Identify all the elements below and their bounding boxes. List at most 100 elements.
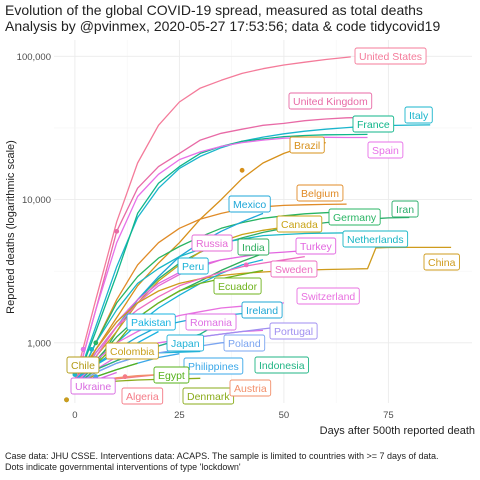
label-ireland: Ireland	[241, 301, 283, 319]
label-colombia: Colombia	[105, 342, 159, 360]
label-egypt: Egypt	[153, 366, 190, 384]
label-text: Algeria	[126, 391, 159, 403]
chart-caption: Case data: JHU CSSE. Interventions data:…	[5, 451, 439, 473]
label-russia: Russia	[191, 234, 233, 252]
label-switzerland: Switzerland	[296, 287, 360, 305]
label-text: Pakistan	[131, 317, 171, 329]
label-text: Ukraine	[75, 381, 111, 393]
label-poland: Poland	[223, 334, 266, 352]
label-box	[391, 200, 419, 218]
label-mexico: Mexico	[228, 195, 271, 213]
label-netherlands: Netherlands	[342, 230, 409, 248]
label-text: Germany	[333, 212, 377, 224]
label-box	[296, 287, 360, 305]
axis-ticks: 0 25 50 75 1,000 10,000 100,000	[17, 52, 394, 421]
label-box	[367, 141, 404, 159]
label-text: Turkey	[300, 241, 332, 253]
label-box	[126, 313, 176, 331]
label-denmark: Denmark	[182, 387, 235, 405]
label-box	[70, 377, 116, 395]
label-spain: Spain	[367, 141, 404, 159]
y-axis-label: Reported deaths (logarithmic scale)	[5, 140, 17, 314]
label-box	[185, 313, 237, 331]
label-text: Russia	[196, 238, 228, 250]
label-sweden: Sweden	[270, 260, 318, 278]
series-line-united-states	[74, 56, 351, 381]
series-line-belgium	[74, 203, 347, 387]
label-text: Chile	[71, 360, 95, 372]
series-line-germany	[74, 210, 368, 387]
label-box	[177, 257, 209, 275]
label-text: Netherlands	[347, 234, 404, 246]
label-box	[288, 92, 373, 110]
label-text: Ireland	[246, 305, 278, 317]
label-box	[342, 230, 409, 248]
label-text: Ecuador	[218, 281, 258, 293]
label-text: Austria	[234, 383, 267, 395]
label-text: Iran	[396, 204, 414, 216]
label-turkey: Turkey	[295, 237, 337, 255]
label-box	[223, 334, 266, 352]
label-brazil: Brazil	[289, 136, 325, 154]
label-text: Italy	[409, 110, 429, 122]
label-box	[191, 234, 233, 252]
x-tick-label: 0	[72, 410, 77, 421]
label-box	[404, 106, 433, 124]
label-box	[241, 301, 283, 319]
series-line-sweden	[74, 255, 305, 387]
label-box	[296, 184, 344, 202]
label-box	[269, 322, 318, 340]
label-china: China	[423, 253, 460, 271]
label-algeria: Algeria	[121, 387, 164, 405]
label-box	[276, 215, 323, 233]
label-text: Colombia	[110, 346, 155, 358]
x-tick-label: 75	[383, 410, 394, 421]
caption-line-1: Case data: JHU CSSE. Interventions data:…	[5, 451, 439, 461]
label-box	[121, 387, 164, 405]
label-text: Poland	[228, 338, 261, 350]
label-text: United States	[359, 51, 422, 63]
label-box	[352, 115, 395, 133]
label-box	[354, 47, 427, 65]
label-text: Mexico	[233, 199, 266, 211]
label-box	[213, 277, 262, 295]
label-box	[229, 379, 272, 397]
label-ukraine: Ukraine	[70, 377, 116, 395]
label-box	[166, 334, 205, 352]
label-italy: Italy	[404, 106, 433, 124]
label-box	[228, 195, 271, 213]
chart-subtitle: Analysis by @pvinmex, 2020-05-27 17:53:5…	[5, 18, 441, 34]
label-text: United Kingdom	[293, 96, 368, 108]
lockdown-dot-china	[64, 397, 69, 403]
label-text: Peru	[182, 261, 204, 273]
label-box	[105, 342, 159, 360]
y-tick-label: 1,000	[27, 338, 51, 349]
y-tick-label: 10,000	[22, 195, 51, 206]
label-text: Brazil	[294, 140, 320, 152]
lockdown-dot-netherlands	[89, 346, 95, 352]
label-text: France	[357, 119, 390, 131]
caption-line-2: Dots indicate governmental interventions…	[5, 462, 241, 472]
label-text: Japan	[171, 338, 200, 350]
label-text: Portugal	[274, 326, 313, 338]
label-box	[183, 357, 244, 375]
label-box	[295, 237, 337, 255]
label-belgium: Belgium	[296, 184, 344, 202]
label-france: France	[352, 115, 395, 133]
label-canada: Canada	[276, 215, 323, 233]
label-text: India	[242, 242, 265, 254]
label-text: Spain	[372, 145, 399, 157]
label-box	[328, 208, 381, 226]
label-united-kingdom: United Kingdom	[288, 92, 373, 110]
label-peru: Peru	[177, 257, 209, 275]
label-indonesia: Indonesia	[254, 356, 309, 374]
label-box	[153, 366, 190, 384]
label-box	[66, 356, 100, 374]
label-text: Denmark	[187, 391, 230, 403]
label-box	[237, 238, 270, 256]
x-tick-label: 25	[174, 410, 185, 421]
label-text: Switzerland	[301, 291, 355, 303]
label-box	[270, 260, 318, 278]
label-ecuador: Ecuador	[213, 277, 262, 295]
